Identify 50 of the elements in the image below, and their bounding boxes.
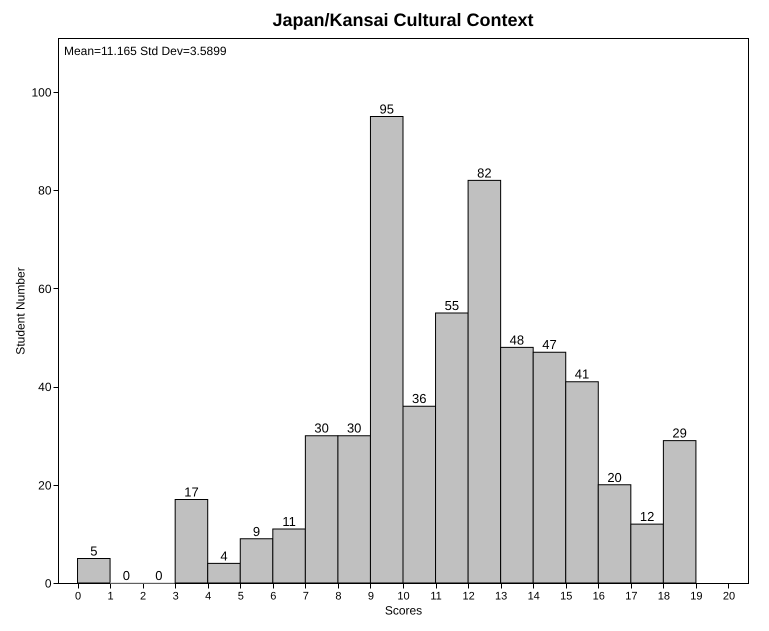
y-tick-label: 80 <box>38 184 52 198</box>
data-label: 41 <box>574 366 590 382</box>
data-label: 0 <box>122 568 130 583</box>
x-tick-label: 2 <box>140 590 146 602</box>
x-tick-label: 1 <box>108 590 114 602</box>
y-tick-label: 60 <box>38 282 52 296</box>
x-tick-label: 18 <box>658 590 670 602</box>
x-tick-label: 11 <box>430 590 442 602</box>
data-label: 0 <box>155 568 163 583</box>
data-label: 29 <box>672 426 687 441</box>
x-tick-label: 5 <box>238 590 244 602</box>
x-tick-label: 9 <box>368 590 374 602</box>
x-tick-label: 17 <box>625 590 638 602</box>
y-tick-label: 20 <box>38 478 52 492</box>
x-tick-label: 6 <box>270 590 276 602</box>
y-axis-title: Student Number <box>13 267 28 355</box>
data-label: 47 <box>542 337 557 352</box>
data-label: 17 <box>184 484 199 500</box>
x-axis-title: Scores <box>384 604 422 618</box>
chart-title: Japan/Kansai Cultural Context <box>272 10 534 30</box>
x-tick-label: 13 <box>495 590 508 602</box>
data-label: 95 <box>379 102 394 117</box>
data-label: 12 <box>640 509 654 524</box>
data-label: 11 <box>282 514 296 529</box>
data-label: 55 <box>444 298 460 313</box>
x-tick-label: 0 <box>74 590 82 602</box>
x-tick-label: 3 <box>172 590 179 602</box>
x-tick-label: 19 <box>690 590 703 602</box>
annotation: Mean=11.165 Std Dev=3.5899 <box>64 44 227 58</box>
x-tick-label: 16 <box>592 590 605 602</box>
x-tick-label: 10 <box>397 590 410 602</box>
data-label: 36 <box>412 391 427 406</box>
data-label: 30 <box>314 420 329 436</box>
y-tick-label: 0 <box>44 576 52 590</box>
x-tick-label: 8 <box>335 590 342 602</box>
x-tick-label: 7 <box>302 590 309 602</box>
data-label: 48 <box>510 332 524 348</box>
data-label: 5 <box>90 543 98 558</box>
x-tick-label: 4 <box>205 590 212 602</box>
y-tick-label: 100 <box>31 86 52 100</box>
x-tick-label: 12 <box>462 590 475 602</box>
data-label: 30 <box>346 420 362 436</box>
x-tick-label: 15 <box>560 590 572 602</box>
x-tick-label: 14 <box>528 590 540 602</box>
x-tick-label: 20 <box>722 590 736 602</box>
data-label: 9 <box>252 524 260 539</box>
data-label: 4 <box>220 548 228 564</box>
y-tick-label: 40 <box>38 380 52 394</box>
data-label: 20 <box>607 470 622 485</box>
data-label: 82 <box>477 165 492 180</box>
